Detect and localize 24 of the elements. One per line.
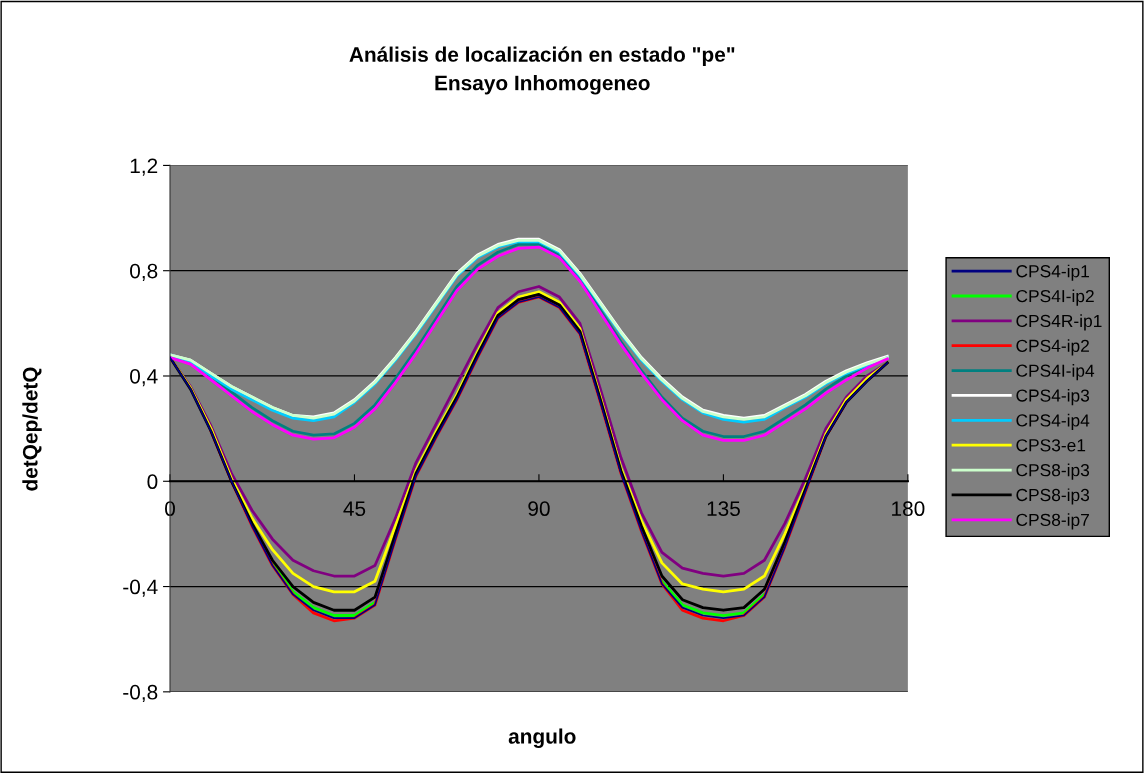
y-tick-label: 1,2 <box>130 158 158 176</box>
y-tick-label: 0 <box>147 474 158 490</box>
x-tick-label: 45 <box>343 501 366 517</box>
y-tick-label: -0,8 <box>123 684 158 703</box>
y-tick-label: 0,8 <box>130 263 158 281</box>
legend-label: CPS4-ip2 <box>1016 339 1089 356</box>
y-axis-title: detQep/detQ <box>22 367 42 491</box>
legend-label: CPS3-e1 <box>1016 439 1086 452</box>
legend-label: CPS4-ip3 <box>1016 388 1090 406</box>
legend-label: CPS8-ip3 <box>1016 488 1090 505</box>
y-tick-label: 0,4 <box>130 368 158 387</box>
legend-label: CPS4I-ip2 <box>1016 289 1094 306</box>
legend-label: CPS4-ip4 <box>1016 413 1090 430</box>
legend-label: CPS4R-ip1 <box>1016 314 1102 331</box>
chart-title: Análisis de localización en estado "pe" Ensayo Inhomogeneo <box>349 46 735 95</box>
legend-label: CPS8-ip7 <box>1016 513 1089 530</box>
x-tick-label: 90 <box>528 501 550 517</box>
legend-label: CPS4I-ip4 <box>1016 364 1095 381</box>
x-tick-label: 180 <box>892 501 925 517</box>
y-tick-label: -0,4 <box>123 579 158 597</box>
x-tick-label: 135 <box>707 501 740 517</box>
x-axis-title: angulo <box>508 728 576 748</box>
legend-label: CPS4-ip1 <box>1016 264 1089 281</box>
legend-label: CPS8-ip3 <box>1016 463 1090 480</box>
